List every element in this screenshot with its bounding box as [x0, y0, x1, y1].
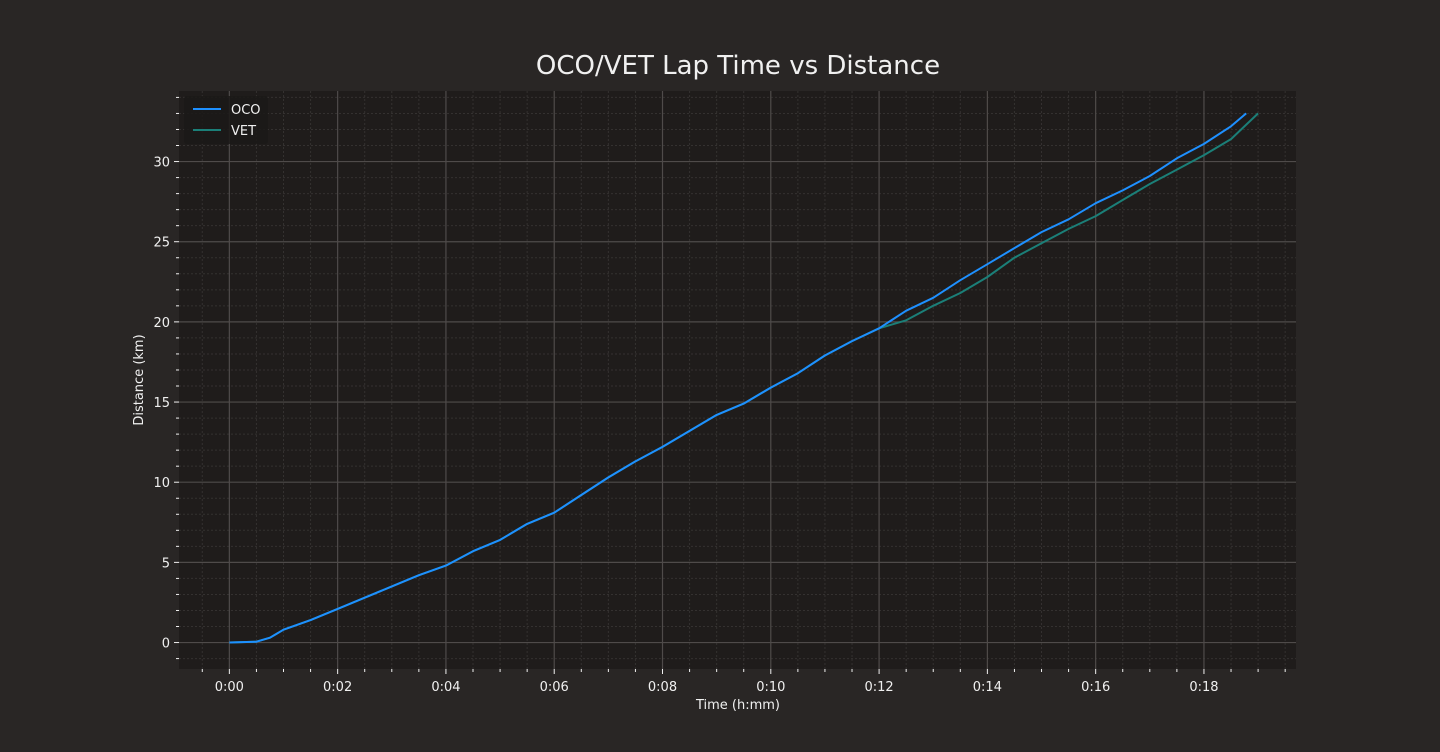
x-tick-label: 0:10 — [756, 680, 785, 695]
legend-label-oco: OCO — [231, 103, 261, 118]
x-tick-label: 0:04 — [431, 680, 460, 695]
y-tick-label: 10 — [153, 476, 170, 491]
y-tick-label: 30 — [153, 156, 170, 171]
x-tick-label: 0:02 — [323, 680, 352, 695]
series-layer — [229, 112, 1259, 644]
x-tick-label: 0:14 — [973, 680, 1002, 695]
x-tick-label: 0:08 — [648, 680, 677, 695]
x-axis: 0:00 0:02 0:04 0:06 0:08 0:10 0:12 0:14 0:16 0:18 — [201, 669, 1286, 695]
legend-label-vet: VET — [231, 124, 256, 139]
y-tick-label: 5 — [162, 556, 170, 571]
y-tick-label: 20 — [153, 316, 170, 331]
y-axis: 0 5 10 15 20 25 30 — [153, 96, 179, 660]
x-tick-label: 0:00 — [215, 680, 244, 695]
x-tick-label: 0:06 — [540, 680, 569, 695]
chart-title: OCO/VET Lap Time vs Distance — [536, 51, 940, 81]
y-tick-label: 25 — [153, 236, 170, 251]
minor-grid — [179, 91, 1296, 669]
x-axis-label: Time (h:mm) — [695, 698, 780, 713]
x-tick-label: 0:16 — [1081, 680, 1110, 695]
y-axis-label: Distance (km) — [132, 334, 147, 425]
y-tick-label: 0 — [162, 637, 170, 652]
y-tick-label: 15 — [153, 396, 170, 411]
major-grid — [179, 91, 1296, 669]
x-tick-label: 0:18 — [1189, 680, 1218, 695]
x-tick-label: 0:12 — [864, 680, 893, 695]
series-line-oco — [229, 112, 1247, 644]
legend: OCO VET — [184, 96, 268, 144]
